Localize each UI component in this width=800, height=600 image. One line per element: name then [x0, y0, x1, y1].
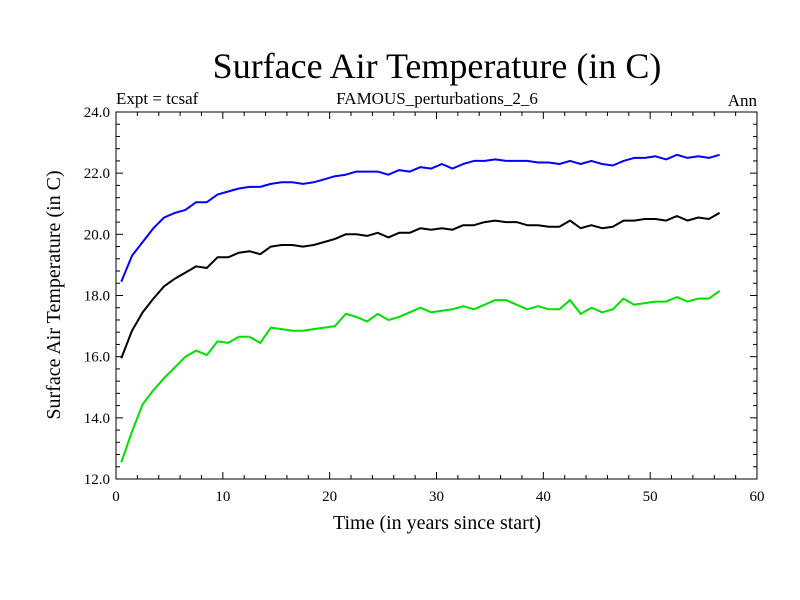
- x-tick-label: 0: [112, 489, 120, 505]
- x-tick-label: 60: [750, 489, 765, 505]
- x-tick-label: 40: [536, 489, 551, 505]
- y-tick-label: 14.0: [84, 411, 110, 427]
- y-tick-label: 16.0: [84, 350, 110, 366]
- y-axis-label: Surface Air Temperature (in C): [43, 170, 65, 419]
- x-tick-label: 20: [322, 489, 337, 505]
- series-line-lower: [120, 290, 721, 463]
- y-tick-label: 24.0: [84, 105, 110, 121]
- series-lines: [120, 153, 721, 463]
- season-label: Ann: [728, 91, 758, 110]
- axes: 0 10 20 30 40 50 60 12.0 14.0 16.0 18.0 20.0 22.0 24.…: [84, 105, 765, 505]
- y-tick-label: 18.0: [84, 289, 110, 305]
- y-tick-label: 12.0: [84, 472, 110, 488]
- x-tick-label: 10: [215, 489, 230, 505]
- run-name-label: FAMOUS_perturbations_2_6: [336, 89, 538, 108]
- chart-title: Surface Air Temperature (in C): [213, 46, 662, 86]
- series-line-middle: [120, 212, 721, 359]
- x-axis-label: Time (in years since start): [333, 512, 541, 534]
- experiment-label: Expt = tcsaf: [116, 89, 199, 108]
- series-line-upper: [120, 153, 720, 283]
- x-tick-label: 30: [429, 489, 444, 505]
- y-tick-label: 22.0: [84, 166, 110, 182]
- y-tick-label: 20.0: [84, 227, 110, 243]
- x-tick-label: 50: [643, 489, 658, 505]
